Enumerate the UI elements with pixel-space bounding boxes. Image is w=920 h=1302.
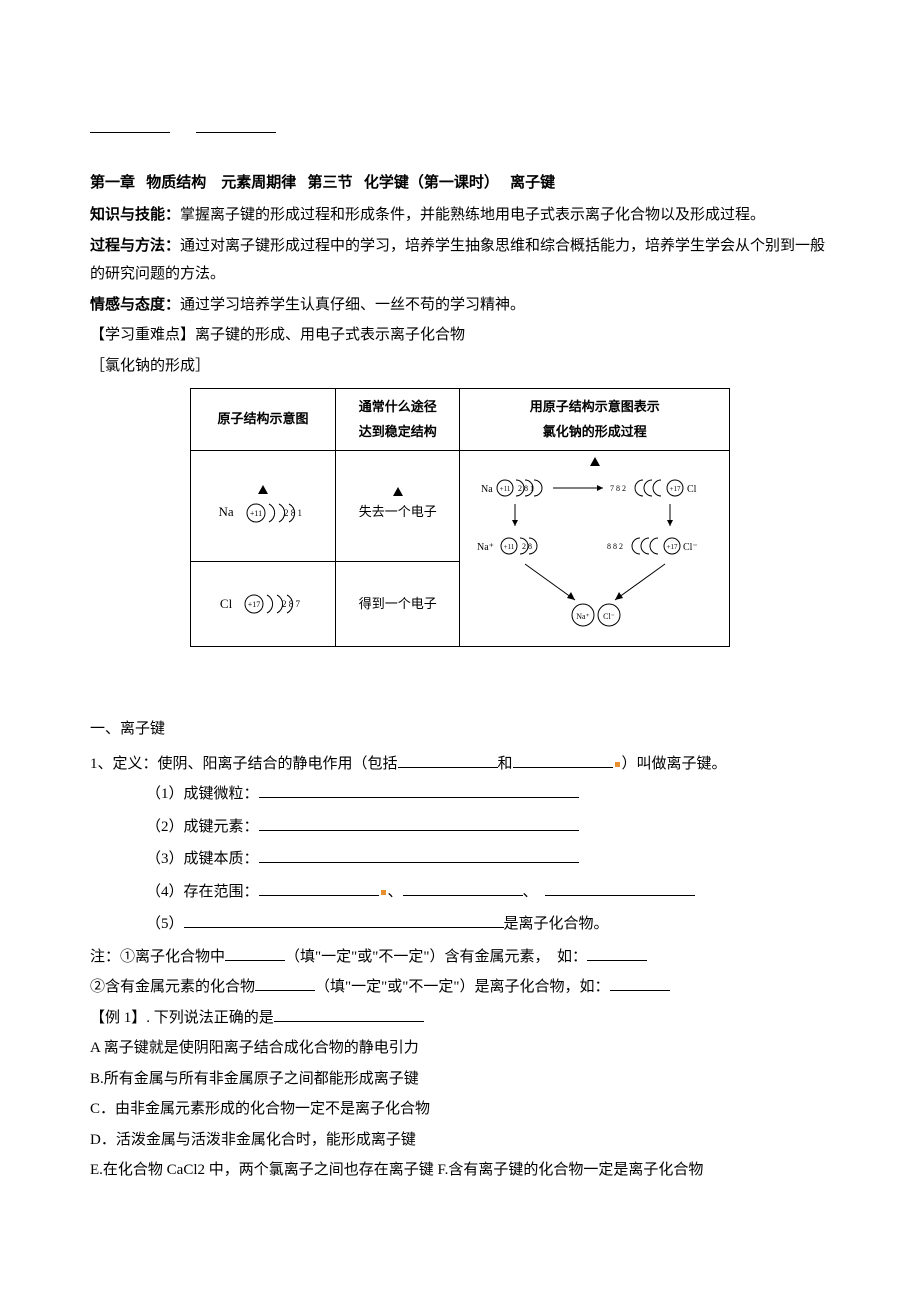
option-c: C．由非金属元素形成的化合物一定不是离子化合物 bbox=[90, 1095, 830, 1124]
svg-text:Cl⁻: Cl⁻ bbox=[603, 612, 615, 621]
svg-text:2 8: 2 8 bbox=[522, 542, 532, 551]
knowledge-label: 知识与技能： bbox=[90, 207, 180, 223]
topic-label: 化学键（第一课时） bbox=[364, 175, 499, 191]
accent-dot-icon bbox=[381, 890, 386, 895]
svg-text:Na⁺: Na⁺ bbox=[576, 612, 590, 621]
svg-text:2 8 1: 2 8 1 bbox=[518, 484, 534, 493]
svg-text:Na: Na bbox=[481, 484, 493, 495]
process-text: 通过对离子键形成过程中的学习，培养学生抽象思维和综合概括能力，培养学生学会从个别… bbox=[90, 238, 825, 283]
cl-label: Cl bbox=[220, 592, 232, 617]
table-header-2: 通常什么途径 达到稳定结构 bbox=[336, 389, 460, 451]
accent-dot-icon bbox=[615, 762, 620, 767]
svg-text:Na⁺: Na⁺ bbox=[477, 542, 494, 553]
def-suffix: ）叫做离子键。 bbox=[622, 756, 727, 772]
fill-blank[interactable] bbox=[274, 1005, 424, 1022]
svg-text:+11: +11 bbox=[499, 485, 510, 493]
title-overline-right bbox=[196, 132, 276, 133]
formation-table: 原子结构示意图 通常什么途径 达到稳定结构 用原子结构示意图表示 氯化钠的形成过… bbox=[190, 388, 730, 647]
svg-text:2 8 7: 2 8 7 bbox=[282, 599, 301, 609]
fill-blank[interactable] bbox=[225, 944, 285, 961]
fill-blank[interactable] bbox=[545, 879, 695, 896]
na-path-cell: 失去一个电子 bbox=[336, 451, 460, 562]
emotion-text: 通过学习培养学生认真仔细、一丝不苟的学习精神。 bbox=[180, 297, 525, 313]
process-objective: 过程与方法：通过对离子键形成过程中的学习，培养学生抽象思维和综合概括能力，培养学… bbox=[90, 232, 830, 289]
cl-structure-cell: Cl +17 2 8 7 bbox=[191, 562, 336, 647]
fill-blank[interactable] bbox=[398, 751, 498, 768]
svg-text:Cl: Cl bbox=[687, 484, 697, 495]
svg-text:+17: +17 bbox=[248, 600, 261, 609]
emotion-label: 情感与态度： bbox=[90, 297, 180, 313]
cl-atom-diagram: +17 2 8 7 bbox=[242, 589, 306, 619]
knowledge-objective: 知识与技能：掌握离子键的形成过程和形成条件，并能熟练地用电子式表示离子化合物以及… bbox=[90, 201, 830, 230]
option-a: A 离子键就是使阴阳离子结合成化合物的静电引力 bbox=[90, 1034, 830, 1063]
definition-line: 1、定义：使阴、阳离子结合的静电作用（包括 和 ）叫做离子键。 bbox=[90, 750, 830, 779]
cl-path-text: 得到一个电子 bbox=[359, 596, 437, 611]
fill-blank[interactable] bbox=[403, 879, 523, 896]
fill-blank[interactable] bbox=[184, 912, 504, 929]
svg-text:+17: +17 bbox=[669, 485, 680, 493]
fill-blank[interactable] bbox=[255, 975, 315, 992]
fill-blank[interactable] bbox=[259, 782, 579, 799]
part2-label: 元素周期律 bbox=[221, 175, 296, 191]
option-b: B.所有金属与所有非金属原子之间都能形成离子键 bbox=[90, 1065, 830, 1094]
item-1: （1）成键微粒： bbox=[90, 780, 830, 809]
section-1-heading: 一、离子键 bbox=[90, 715, 830, 744]
example-1: 【例 1】. 下列说法正确的是 bbox=[90, 1004, 830, 1033]
note-2: ②含有金属元素的化合物（填"一定"或"不一定"）是离子化合物，如： bbox=[90, 973, 830, 1002]
section-label: 第三节 bbox=[308, 175, 353, 191]
table-header-1: 原子结构示意图 bbox=[191, 389, 336, 451]
option-d: D．活泼金属与活泼非金属化合时，能形成离子键 bbox=[90, 1126, 830, 1155]
process-label: 过程与方法： bbox=[90, 238, 180, 254]
difficult-point: 【学习重难点】离子键的形成、用电子式表示离子化合物 bbox=[90, 321, 830, 350]
cl-path-cell: 得到一个电子 bbox=[336, 562, 460, 647]
subtopic-label: 离子键 bbox=[510, 175, 555, 191]
svg-text:+17: +17 bbox=[666, 543, 677, 551]
table-header-row: 原子结构示意图 通常什么途径 达到稳定结构 用原子结构示意图表示 氯化钠的形成过… bbox=[191, 389, 730, 451]
na-structure-cell: Na +11 2 8 1 bbox=[191, 451, 336, 562]
table-header-3: 用原子结构示意图表示 氯化钠的形成过程 bbox=[460, 389, 730, 451]
svg-text:+11: +11 bbox=[503, 543, 514, 551]
table-row: Na +11 2 8 1 失去一个电子 Na +11 bbox=[191, 451, 730, 562]
def-prefix: 1、定义：使阴、阳离子结合的静电作用（包括 bbox=[90, 756, 398, 772]
na-path-text: 失去一个电子 bbox=[359, 504, 437, 519]
def-mid: 和 bbox=[498, 756, 513, 772]
item-3: （3）成键本质： bbox=[90, 845, 830, 874]
fill-blank[interactable] bbox=[587, 944, 647, 961]
triangle-icon bbox=[393, 487, 403, 496]
fill-blank[interactable] bbox=[610, 975, 670, 992]
triangle-icon bbox=[258, 485, 268, 494]
fill-blank[interactable] bbox=[259, 847, 579, 864]
note-1: 注：①离子化合物中（填"一定"或"不一定"）含有金属元素， 如： bbox=[90, 943, 830, 972]
svg-text:+11: +11 bbox=[250, 509, 262, 518]
svg-text:7 8 2: 7 8 2 bbox=[610, 484, 626, 493]
svg-text:Cl⁻: Cl⁻ bbox=[683, 542, 698, 553]
na-label: Na bbox=[218, 500, 233, 525]
emotion-objective: 情感与态度：通过学习培养学生认真仔细、一丝不苟的学习精神。 bbox=[90, 291, 830, 320]
knowledge-text: 掌握离子键的形成过程和形成条件，并能熟练地用电子式表示离子化合物以及形成过程。 bbox=[180, 207, 765, 223]
item-2: （2）成键元素： bbox=[90, 813, 830, 842]
option-ef: E.在化合物 CaCl2 中，两个氯离子之间也存在离子键 F.含有离子键的化合物… bbox=[90, 1156, 830, 1185]
item-5: （5）是离子化合物。 bbox=[90, 910, 830, 939]
item-4: （4）存在范围：、、 bbox=[90, 878, 830, 907]
triangle-icon bbox=[590, 457, 600, 466]
svg-text:2 8 1: 2 8 1 bbox=[284, 508, 302, 518]
page-title: 第一章 物质结构 元素周期律 第三节 化学键（第一课时） 离子键 bbox=[90, 140, 830, 197]
formation-heading: ［氯化钠的形成］ bbox=[90, 352, 830, 381]
part1-label: 物质结构 bbox=[146, 175, 206, 191]
process-cell: Na +11 2 8 1 7 8 2 +17 Cl bbox=[460, 451, 730, 647]
fill-blank[interactable] bbox=[259, 814, 579, 831]
title-overline-left bbox=[90, 132, 170, 133]
nacl-process-diagram: Na +11 2 8 1 7 8 2 +17 Cl bbox=[475, 470, 715, 640]
chapter-label: 第一章 bbox=[90, 175, 135, 191]
fill-blank[interactable] bbox=[513, 751, 613, 768]
na-atom-diagram: +11 2 8 1 bbox=[244, 498, 308, 528]
fill-blank[interactable] bbox=[259, 879, 379, 896]
svg-text:8 8 2: 8 8 2 bbox=[607, 542, 623, 551]
